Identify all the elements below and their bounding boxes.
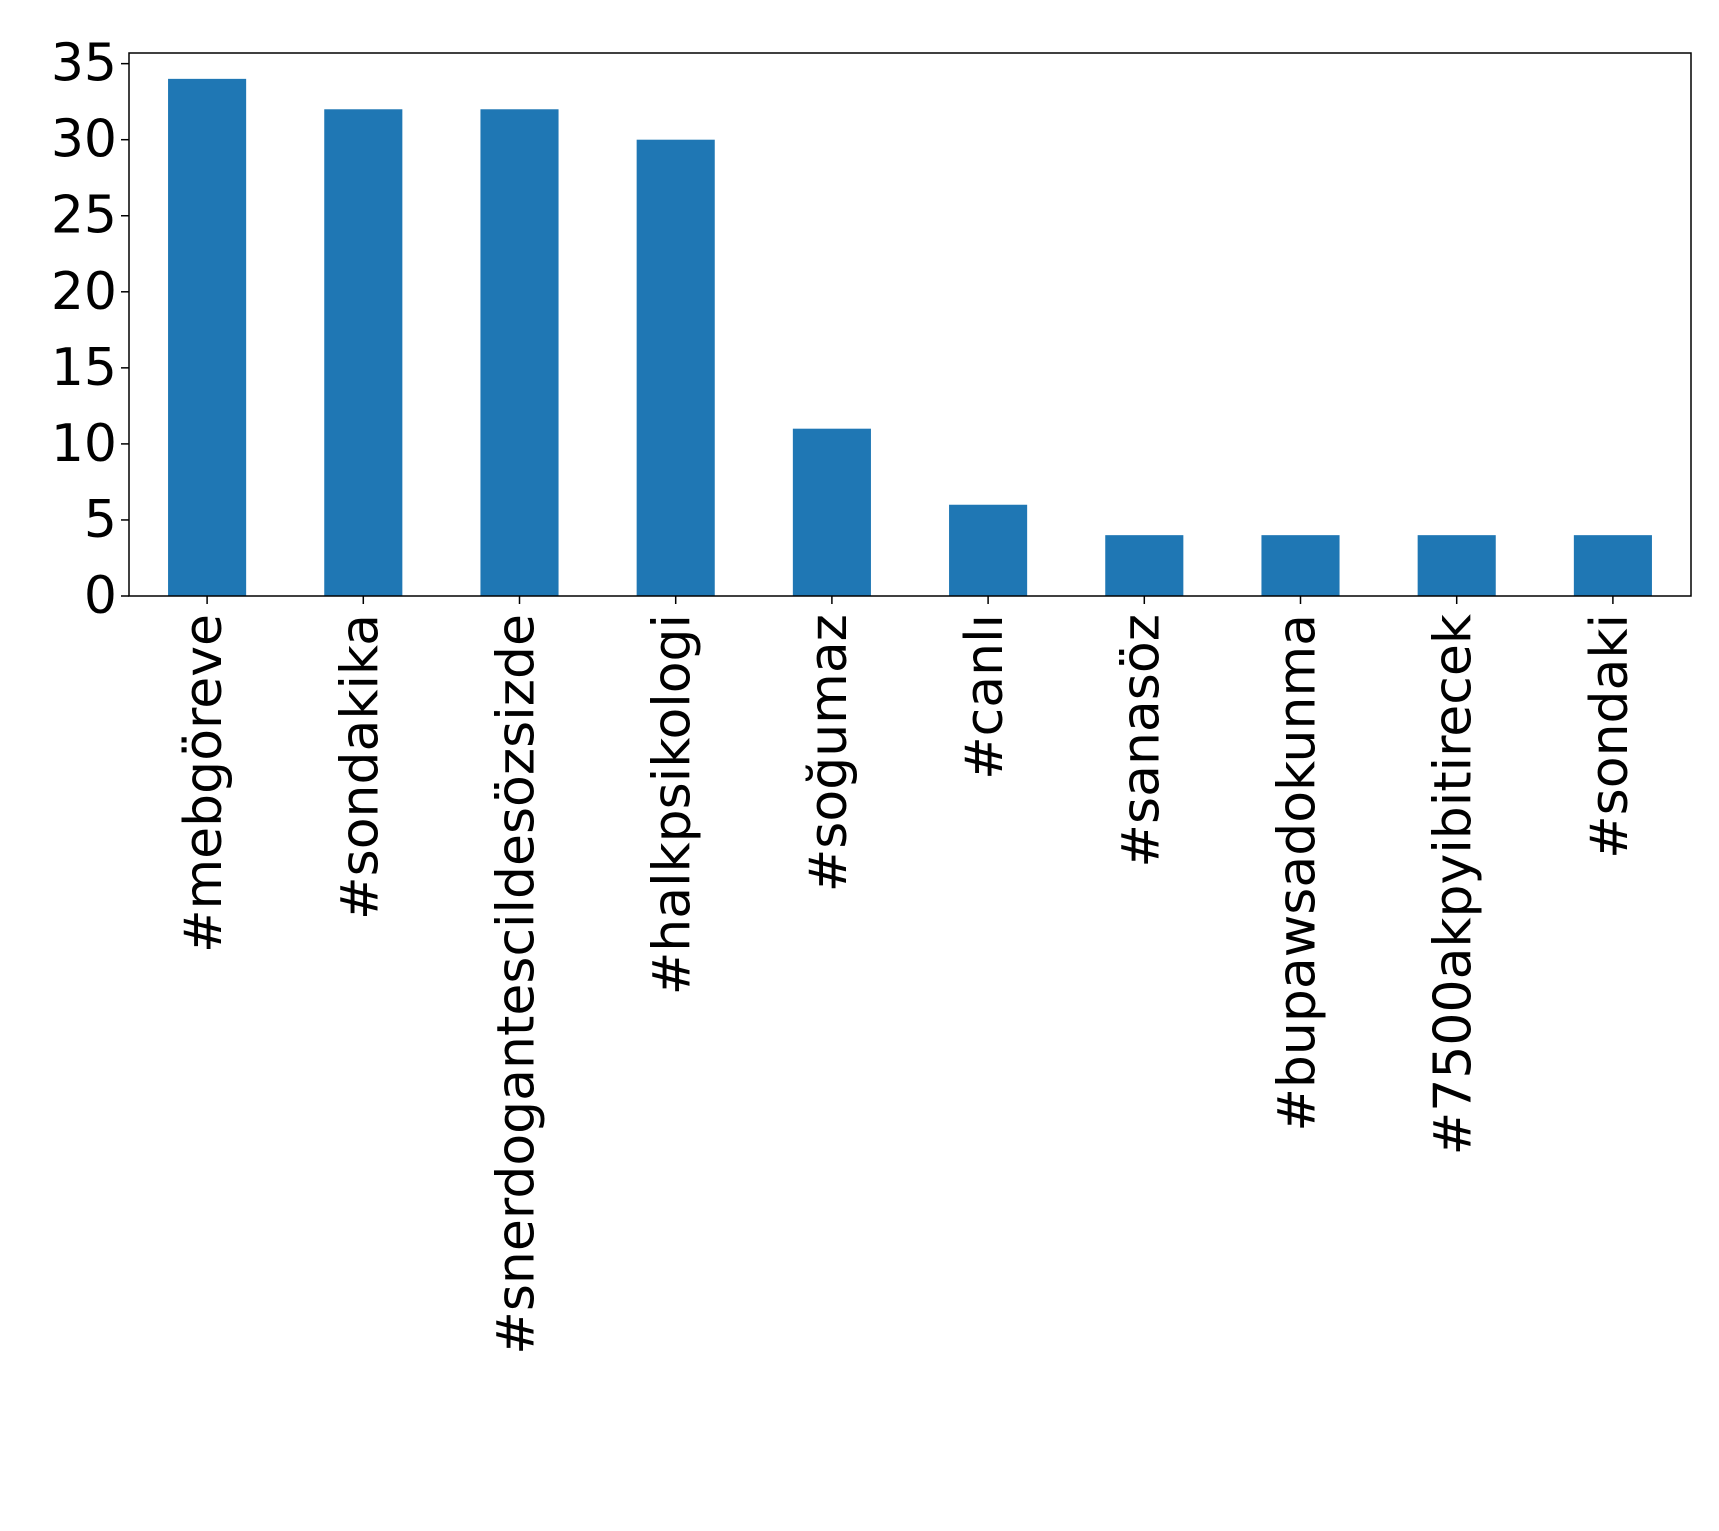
bar-2 (480, 109, 559, 596)
x-tick-label: #soğumaz (799, 614, 859, 892)
bars-group (168, 78, 1652, 597)
y-tick-label: 35 (51, 34, 117, 94)
bar-1 (324, 109, 403, 596)
bar-6 (1105, 535, 1184, 596)
bar-4 (792, 428, 871, 596)
y-tick-label: 15 (51, 338, 117, 398)
x-tick-label: #sondaki (1580, 614, 1640, 859)
y-tick-label: 10 (51, 414, 117, 474)
plot-frame (128, 52, 1692, 597)
x-tick-label: #sondakika (330, 614, 390, 920)
x-tick-label: #mebgöreve (174, 614, 234, 953)
x-tick-label: #sanasöz (1111, 614, 1171, 868)
x-tick-label: #7500akpyibitirecek (1424, 614, 1484, 1155)
x-tick-label: #snerdogantescildesözsizde (487, 614, 547, 1355)
y-tick-label: 0 (84, 566, 117, 626)
bar-5 (949, 504, 1028, 596)
y-tick-label: 25 (51, 186, 117, 246)
bar-9 (1573, 535, 1652, 596)
y-tick-label: 5 (84, 490, 117, 550)
x-axis: #mebgöreve #sondakika #snerdogantescildesö… (174, 596, 1640, 1355)
y-axis: 0 5 10 15 20 25 30 35 (51, 34, 129, 626)
bar-3 (636, 139, 715, 596)
x-tick-label: #halkpsikologi (643, 614, 703, 995)
bar-8 (1417, 535, 1496, 596)
bar-7 (1261, 535, 1340, 596)
y-tick-label: 20 (51, 262, 117, 322)
bar-0 (168, 78, 247, 597)
y-tick-label: 30 (51, 110, 117, 170)
x-tick-label: #bupawsadokunma (1268, 614, 1328, 1132)
x-tick-label: #canlı (955, 614, 1015, 780)
